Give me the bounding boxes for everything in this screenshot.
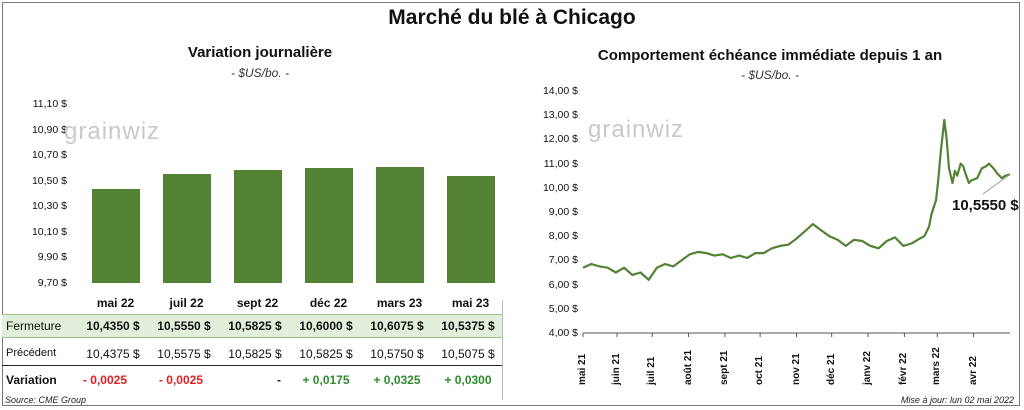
table-row-fermeture: Fermeture 10,4350 $ 10,5550 $ 10,5825 $ … [2, 314, 502, 338]
x-category-label: mai 22 [96, 296, 135, 310]
table-cell: - 0,0025 [158, 373, 204, 387]
table-cell: 10,6075 $ [370, 319, 424, 333]
table-cell: 10,5750 $ [370, 347, 424, 361]
y-tick-label: 8,00 $ [548, 230, 578, 243]
y-tick-label: 6,00 $ [548, 278, 578, 291]
right-chart-unit: - $US/bo. - [740, 68, 800, 82]
table-cell: 10,5825 $ [228, 319, 282, 333]
row-label: Variation [6, 373, 57, 387]
chart-frame [2, 2, 1020, 406]
y-tick-label: 10,70 $ [31, 149, 67, 162]
y-tick-label: 10,00 $ [542, 181, 578, 194]
x-category-label: juil 22 [169, 296, 204, 310]
table-cell: 10,4350 $ [86, 319, 140, 333]
y-tick-label: 9,90 $ [37, 251, 67, 264]
callout-leader-line [982, 173, 1011, 195]
right-chart-title: Comportement échéance immédiate depuis 1… [597, 47, 943, 64]
table-cell: - [277, 373, 281, 387]
y-tick-label: 9,00 $ [548, 206, 578, 218]
table-cell: 10,4375 $ [86, 347, 140, 361]
table-row-variation: Variation - 0,0025 - 0,0025 - + 0,0175 +… [2, 369, 502, 391]
bar [304, 167, 353, 283]
bar [375, 166, 424, 283]
y-tick-label: 5,00 $ [548, 302, 578, 315]
y-tick-label: 4,00 $ [548, 327, 578, 339]
y-tick-label: 10,90 $ [31, 123, 67, 136]
y-tick-label: 10,30 $ [31, 200, 67, 213]
table-cell: + 0,0300 [444, 373, 492, 387]
x-category-label: sept 22 [236, 296, 279, 310]
table-cell: 10,5575 $ [157, 347, 211, 361]
bar [233, 170, 282, 283]
x-category-label: mars 23 [376, 296, 423, 310]
bar [91, 189, 140, 283]
last-value-callout: 10,5550 $ [952, 197, 1019, 214]
y-tick-label: 13,00 $ [542, 109, 578, 122]
x-category-label: déc 22 [309, 296, 348, 310]
watermark-logo: grainwiz [64, 118, 161, 145]
bar [162, 173, 211, 283]
y-tick-label: 9,70 $ [37, 277, 67, 289]
row-label: Fermeture [6, 319, 62, 333]
table-cell: 10,5375 $ [441, 319, 495, 333]
left-chart-unit: - $US/bo. - [230, 66, 290, 80]
y-tick-label: 11,10 $ [32, 98, 67, 110]
y-tick-label: 12,00 $ [542, 133, 578, 146]
y-tick-label: 10,10 $ [31, 225, 67, 238]
left-chart-title: Variation journalière [187, 44, 333, 61]
price-series-line [582, 118, 1011, 281]
table-cell: + 0,0325 [373, 373, 421, 387]
table-cell: + 0,0175 [302, 373, 350, 387]
y-tick-label: 7,00 $ [548, 254, 578, 267]
table-cell: 10,5825 $ [299, 347, 353, 361]
update-note: Mise à jour: lun 02 mai 2022 [900, 395, 1014, 405]
table-row-precedent: Précédent 10,4375 $ 10,5575 $ 10,5825 $ … [2, 343, 502, 366]
y-tick-label: 10,50 $ [31, 174, 67, 187]
page-title: Marché du blé à Chicago [388, 6, 636, 29]
y-tick-label: 11,00 $ [543, 157, 578, 170]
source-note: Source: CME Group [5, 395, 87, 405]
watermark-logo: grainwiz [588, 116, 685, 143]
row-label: Précédent [6, 347, 57, 359]
table-cell: 10,5550 $ [157, 319, 211, 333]
table-cell: - 0,0025 [82, 373, 128, 387]
bar [446, 175, 495, 283]
panel-divider [502, 300, 503, 400]
x-category-label: mai 23 [451, 296, 490, 310]
table-cell: 10,5075 $ [441, 347, 495, 361]
y-tick-label: 14,00 $ [542, 85, 578, 97]
table-cell: 10,6000 $ [299, 319, 353, 333]
table-cell: 10,5825 $ [228, 347, 282, 361]
